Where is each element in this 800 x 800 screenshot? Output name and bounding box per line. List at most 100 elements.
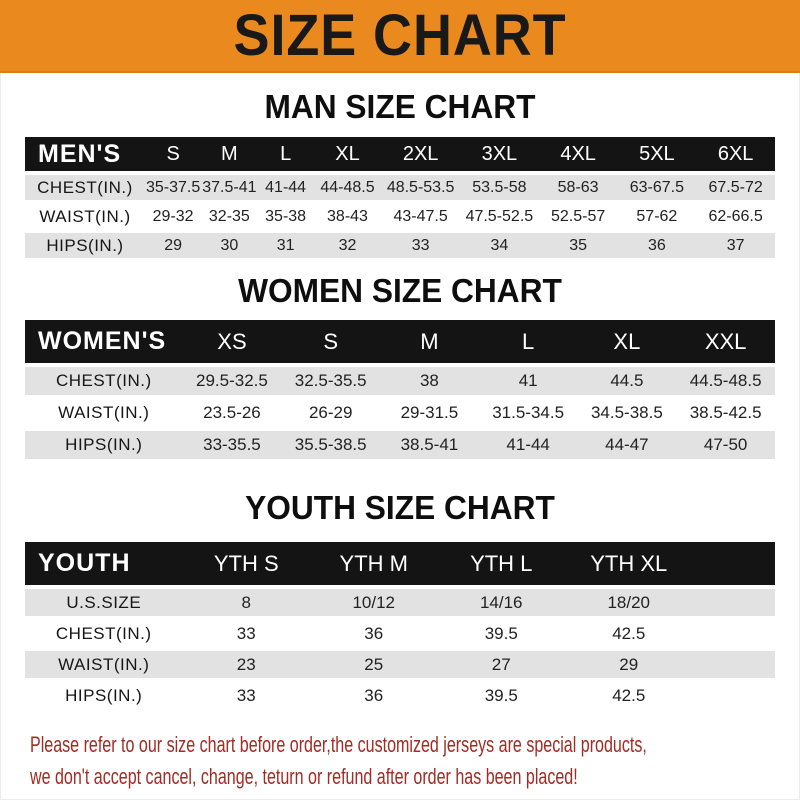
size-column-header: S <box>145 137 202 173</box>
row-label: HIPS(IN.) <box>25 427 183 459</box>
size-value: 38 <box>380 363 479 397</box>
size-value: 30 <box>201 229 258 258</box>
size-column-header: M <box>201 137 258 173</box>
size-column-header: M <box>380 320 479 365</box>
row-label: U.S.SIZE <box>25 585 183 618</box>
size-value: 39.5 <box>437 678 565 709</box>
size-value: 18/20 <box>565 585 693 618</box>
size-column-header: L <box>257 137 314 173</box>
row-label: WAIST(IN.) <box>25 200 145 231</box>
notice-line-1: Please refer to our size chart before or… <box>30 732 647 757</box>
size-value: 33 <box>381 229 460 258</box>
order-notice: Please refer to our size chart before or… <box>30 729 800 793</box>
size-value: 14/16 <box>437 585 565 618</box>
row-label: HIPS(IN.) <box>25 229 145 258</box>
size-column-header: XL <box>313 137 382 173</box>
main-banner: SIZE CHART <box>0 0 800 73</box>
size-column-header: YTH XL <box>565 542 693 587</box>
table-row: CHEST(IN.) 35-37.5 37.5-41 41-44 44-48.5 48.5… <box>25 171 775 202</box>
size-value: 23 <box>182 647 310 680</box>
size-value: 29 <box>565 647 693 680</box>
women-size-section: WOMEN SIZE CHART WOMEN'S XS S M L XL XXL CHEST… <box>0 272 800 459</box>
size-value: 29-32 <box>145 200 202 231</box>
size-value: 32.5-35.5 <box>281 363 381 397</box>
table-row: CHEST(IN.) 29.5-32.5 32.5-35.5 38 41 44.5 44.5… <box>25 363 775 397</box>
size-value: 47-50 <box>676 427 775 459</box>
size-value: 29-31.5 <box>380 395 479 429</box>
size-value: 32 <box>313 229 382 258</box>
table-row: CHEST(IN.) 33 36 39.5 42.5 <box>25 616 775 649</box>
size-value: 42.5 <box>565 678 693 709</box>
youth-section-title: YOUTH SIZE CHART <box>245 489 555 526</box>
size-value: 34 <box>460 229 539 258</box>
header-filler <box>692 542 775 587</box>
size-value: 29 <box>145 229 202 258</box>
size-value: 48.5-53.5 <box>381 171 460 202</box>
header-row: YOUTH YTH S YTH M YTH L YTH XL <box>25 542 775 587</box>
table-row: WAIST(IN.) 29-32 32-35 35-38 38-43 43-47.5 47.… <box>25 200 775 231</box>
women-size-table: WOMEN'S XS S M L XL XXL CHEST(IN.) 29.5-32.5 32.… <box>25 320 775 459</box>
size-value: 44-47 <box>577 427 677 459</box>
men-size-table: MEN'S S M L XL 2XL 3XL 4XL 5XL 6XL CHEST(IN.) 35-3… <box>25 137 775 258</box>
men-section-title: MAN SIZE CHART <box>264 88 536 125</box>
size-value: 41 <box>478 363 578 397</box>
youth-size-table: YOUTH YTH S YTH M YTH L YTH XL U.S.SIZE 8 10/1… <box>25 542 775 709</box>
size-column-header: XXL <box>676 320 775 365</box>
size-column-header: 2XL <box>381 137 460 173</box>
size-value: 35-38 <box>257 200 314 231</box>
size-value: 41-44 <box>478 427 578 459</box>
size-value: 33 <box>182 678 310 709</box>
size-value: 43-47.5 <box>381 200 460 231</box>
size-column-header: 3XL <box>460 137 539 173</box>
men-size-section: MAN SIZE CHART MEN'S S M L XL 2XL 3XL 4XL 5XL 6XL… <box>0 88 800 258</box>
size-value: 44-48.5 <box>313 171 382 202</box>
size-value: 10/12 <box>310 585 438 618</box>
size-value: 26-29 <box>281 395 381 429</box>
size-value: 31 <box>257 229 314 258</box>
size-value: 47.5-52.5 <box>460 200 539 231</box>
cell-filler <box>692 678 775 709</box>
size-column-header: S <box>281 320 381 365</box>
size-column-header: 5XL <box>617 137 697 173</box>
table-row: HIPS(IN.) 33-35.5 35.5-38.5 38.5-41 41-44 44-… <box>25 427 775 459</box>
row-label: CHEST(IN.) <box>25 616 183 649</box>
row-label: HIPS(IN.) <box>25 678 183 709</box>
table-group-label: YOUTH <box>25 542 183 587</box>
size-value: 32-35 <box>201 200 258 231</box>
table-row: HIPS(IN.) 29 30 31 32 33 34 35 36 37 <box>25 229 775 258</box>
table-row: WAIST(IN.) 23.5-26 26-29 29-31.5 31.5-34.5 34… <box>25 395 775 429</box>
size-value: 34.5-38.5 <box>577 395 677 429</box>
row-label: WAIST(IN.) <box>25 647 183 680</box>
size-value: 38.5-42.5 <box>676 395 775 429</box>
row-label: CHEST(IN.) <box>25 363 183 397</box>
notice-line-2: we don't accept cancel, change, teturn o… <box>30 764 578 789</box>
size-value: 37.5-41 <box>201 171 258 202</box>
size-value: 67.5-72 <box>696 171 775 202</box>
size-value: 8 <box>182 585 310 618</box>
size-value: 57-62 <box>617 200 697 231</box>
size-value: 23.5-26 <box>182 395 282 429</box>
size-column-header: XL <box>577 320 677 365</box>
size-value: 35.5-38.5 <box>281 427 381 459</box>
row-label: WAIST(IN.) <box>25 395 183 429</box>
table-row: U.S.SIZE 8 10/12 14/16 18/20 <box>25 585 775 618</box>
size-value: 36 <box>310 616 438 649</box>
cell-filler <box>692 616 775 649</box>
size-value: 58-63 <box>538 171 618 202</box>
size-value: 38-43 <box>313 200 382 231</box>
size-value: 62-66.5 <box>696 200 775 231</box>
size-value: 35 <box>538 229 618 258</box>
size-column-header: XS <box>182 320 282 365</box>
youth-size-section: YOUTH SIZE CHART YOUTH YTH S YTH M YTH L YTH… <box>0 489 800 709</box>
size-value: 37 <box>696 229 775 258</box>
size-column-header: YTH M <box>310 542 438 587</box>
size-value: 52.5-57 <box>538 200 618 231</box>
size-value: 38.5-41 <box>380 427 479 459</box>
page-title: SIZE CHART <box>233 2 567 68</box>
size-value: 39.5 <box>437 616 565 649</box>
size-value: 63-67.5 <box>617 171 697 202</box>
size-value: 41-44 <box>257 171 314 202</box>
size-value: 29.5-32.5 <box>182 363 282 397</box>
table-group-label: MEN'S <box>25 137 145 173</box>
